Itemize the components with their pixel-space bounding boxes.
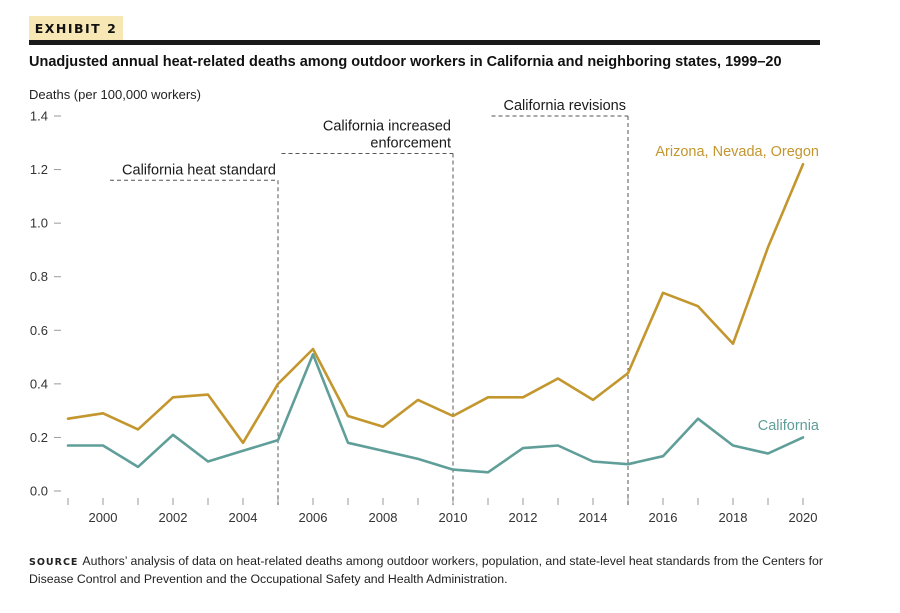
- y-tick-label: 1.0: [30, 216, 48, 231]
- y-tick-label: 0.0: [30, 484, 48, 499]
- exhibit-label: EXHIBIT 2: [29, 16, 123, 40]
- source-text: Authors’ analysis of data on heat-relate…: [29, 554, 823, 586]
- series-line-arizona-nevada-oregon: [66, 162, 805, 445]
- annotation-label: California heat standard: [122, 162, 276, 178]
- chart-title: Unadjusted annual heat-related deaths am…: [29, 54, 782, 70]
- source-note: SOURCE Authors’ analysis of data on heat-…: [29, 553, 849, 588]
- series-label-california: California: [758, 418, 820, 434]
- y-tick-label: 1.2: [30, 162, 48, 177]
- x-tick-label: 2018: [719, 510, 748, 525]
- x-tick-label: 2000: [89, 510, 118, 525]
- series-line-california: [66, 353, 805, 474]
- x-tick-label: 2010: [439, 510, 468, 525]
- y-tick-label: 1.4: [30, 109, 48, 124]
- x-tick-label: 2006: [299, 510, 328, 525]
- annotation-label: California increased: [323, 119, 451, 135]
- source-label: SOURCE: [29, 557, 79, 568]
- x-tick-label: 2014: [579, 510, 608, 525]
- y-tick-label: 0.8: [30, 269, 48, 284]
- x-tick-label: 2004: [229, 510, 258, 525]
- x-tick-label: 2008: [369, 510, 398, 525]
- x-tick-label: 2002: [159, 510, 188, 525]
- y-axis-label: Deaths (per 100,000 workers): [29, 87, 201, 102]
- x-tick-label: 2016: [649, 510, 678, 525]
- x-tick-label: 2012: [509, 510, 538, 525]
- y-tick-label: 0.6: [30, 323, 48, 338]
- y-tick-label: 0.2: [30, 430, 48, 445]
- annotation-label: enforcement: [370, 136, 451, 152]
- x-tick-label: 2020: [789, 510, 818, 525]
- y-tick-label: 0.4: [30, 376, 48, 391]
- title-rule: [29, 40, 820, 45]
- annotation-label: California revisions: [504, 98, 627, 114]
- series-label-arizona-nevada-oregon: Arizona, Nevada, Oregon: [655, 144, 819, 160]
